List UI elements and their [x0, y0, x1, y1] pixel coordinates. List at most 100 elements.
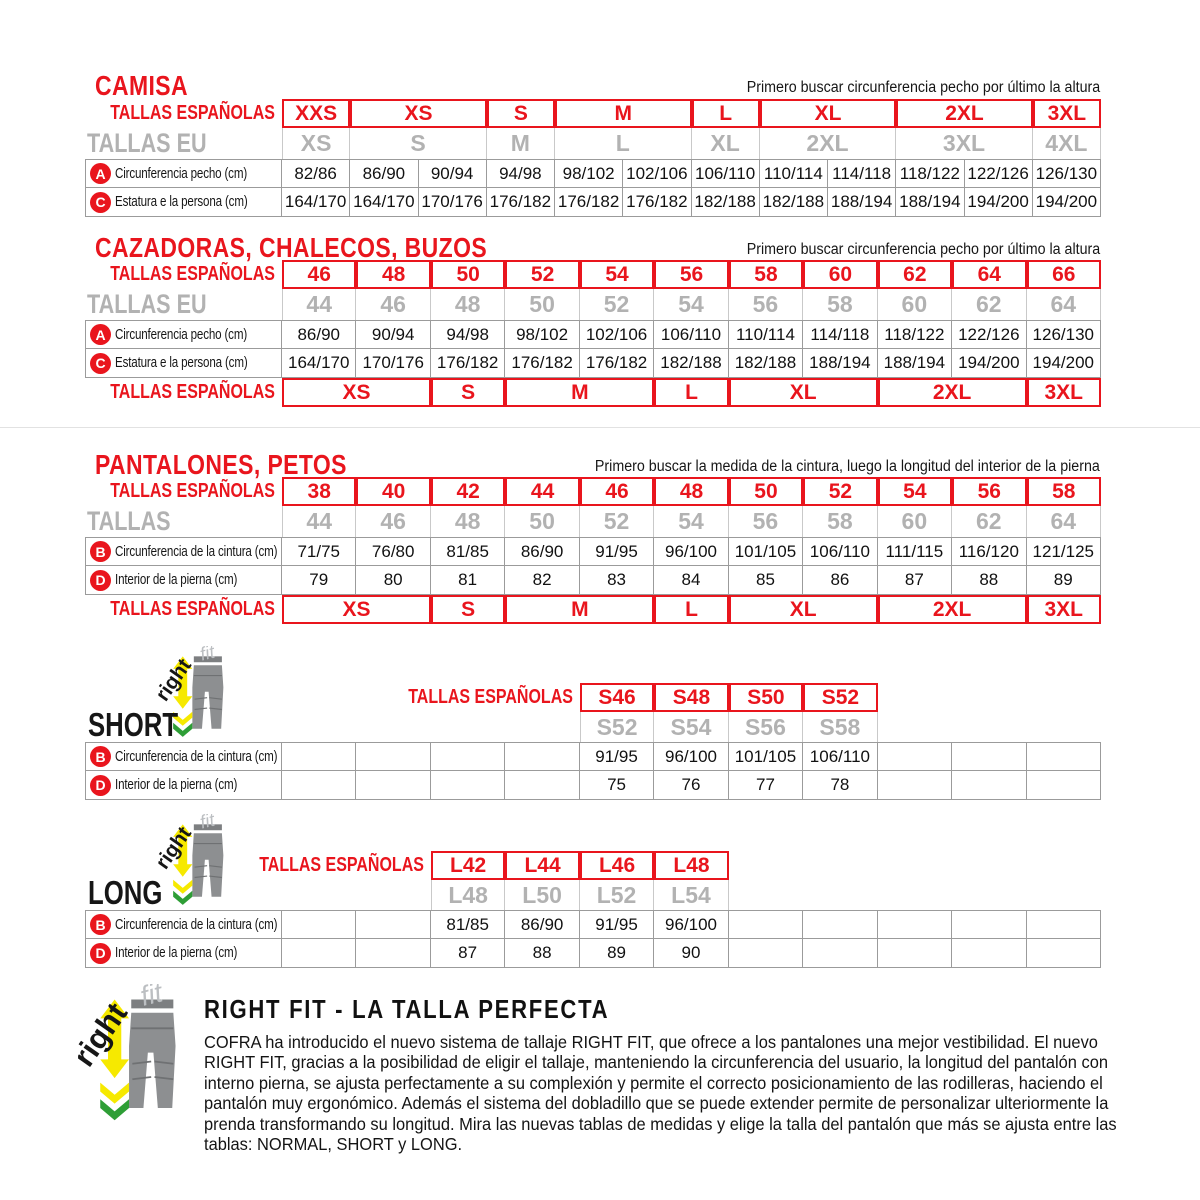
- value-cell: 110/114: [759, 159, 828, 188]
- size-cell: S58: [803, 712, 878, 742]
- size-cell: 54: [877, 477, 953, 506]
- tallas-label: TALLAS: [85, 506, 282, 537]
- value-cell: 90/94: [418, 159, 487, 188]
- value-cell: 96/100: [654, 910, 729, 939]
- tallas-espanolas-text: TALLAS ESPAÑOLAS: [110, 381, 275, 403]
- pantalones-title: PANTALONES, PETOS: [95, 449, 347, 480]
- value-cell: [728, 939, 804, 968]
- size-cell: 52: [803, 477, 878, 506]
- size-cell: XL: [728, 595, 878, 624]
- size-cell: 54: [579, 260, 655, 289]
- value-cell: 81/85: [430, 910, 506, 939]
- badge-c: C: [90, 191, 111, 213]
- size-cell: XS: [282, 595, 431, 624]
- row-label-height: C Estatura e la persona (cm): [85, 188, 282, 217]
- long-es-row: TALLAS ESPAÑOLAS L42 L44 L46 L48: [85, 851, 1101, 880]
- tallas-espanolas-text: TALLAS ESPAÑOLAS: [408, 686, 573, 708]
- long-row-b: B Circunferencia de la cintura (cm) 81/85…: [85, 910, 1101, 939]
- short-eu-row: S52 S54 S56 S58: [85, 712, 1101, 742]
- row-label-text: Circunferencia de la cintura (cm): [115, 916, 278, 933]
- size-cell: L: [654, 378, 729, 407]
- value-cell: 86/90: [350, 159, 419, 188]
- size-cell: 50: [505, 289, 580, 320]
- value-cell: 87: [430, 939, 506, 968]
- value-cell: 176/182: [430, 349, 506, 378]
- value-cell: 102/106: [623, 159, 692, 188]
- row-label-text: Circunferencia de la cintura (cm): [115, 748, 278, 765]
- value-cell: 96/100: [654, 537, 729, 566]
- value-cell: 98/102: [505, 320, 580, 349]
- size-cell: 2XL: [896, 99, 1033, 128]
- row-label-waist: B Circunferencia de la cintura (cm): [85, 742, 282, 771]
- value-cell: 118/122: [877, 320, 953, 349]
- value-cell: 78: [803, 771, 878, 800]
- value-cell: [803, 910, 878, 939]
- size-cell: 56: [952, 477, 1027, 506]
- row-spacer: [85, 712, 580, 742]
- value-cell: 102/106: [579, 320, 655, 349]
- row-label-chest: A Circunferencia pecho (cm): [85, 159, 282, 188]
- size-cell: 2XL: [877, 595, 1027, 624]
- size-cell: S: [430, 378, 506, 407]
- value-cell: 170/176: [418, 188, 487, 217]
- cazadoras-row-c: C Estatura e la persona (cm) 164/170 170/1…: [85, 349, 1101, 378]
- value-cell: 85: [728, 566, 804, 595]
- size-cell: XXS: [282, 99, 351, 128]
- row-label-inseam: D Interior de la pierna (cm): [85, 939, 282, 968]
- size-cell: L: [555, 128, 692, 159]
- tallas-espanolas-label: TALLAS ESPAÑOLAS: [85, 99, 282, 128]
- value-cell: 82/86: [282, 159, 351, 188]
- size-cell: 60: [878, 289, 953, 320]
- size-cell: M: [505, 378, 655, 407]
- size-cell: S56: [729, 712, 804, 742]
- size-cell: 48: [654, 477, 729, 506]
- value-cell: 106/110: [803, 742, 878, 771]
- long-eu-row: L48 L50 L52 L54: [85, 880, 1101, 910]
- short-table: TALLAS ESPAÑOLAS S46 S48 S50 S52 S52 S54 S56 S…: [85, 683, 1101, 800]
- row-label-text: Estatura e la persona (cm): [115, 194, 248, 210]
- size-cell: M: [487, 128, 555, 159]
- tallas-espanolas-label: TALLAS ESPAÑOLAS: [85, 595, 282, 624]
- tallas-espanolas-text: TALLAS ESPAÑOLAS: [110, 598, 275, 620]
- size-cell: 50: [505, 506, 580, 537]
- size-cell: S50: [728, 683, 804, 712]
- size-cell: 52: [505, 260, 580, 289]
- size-cell: L50: [505, 880, 580, 910]
- value-cell: [430, 771, 506, 800]
- size-cell: L46: [579, 851, 655, 880]
- camisa-table: TALLAS ESPAÑOLAS XXS XS S M L XL 2XL 3XL TALLAS…: [85, 99, 1101, 217]
- long-row-d: D Interior de la pierna (cm) 87 88 89 90: [85, 939, 1101, 968]
- camisa-note: Primero buscar circunferencia pecho por …: [746, 79, 1100, 96]
- camisa-row-c: C Estatura e la persona (cm) 164/170 164/1…: [85, 188, 1101, 217]
- value-cell: [877, 910, 953, 939]
- value-cell: [282, 939, 357, 968]
- value-cell: 86/90: [282, 320, 357, 349]
- tallas-espanolas-label: TALLAS ESPAÑOLAS: [85, 683, 580, 712]
- value-cell: 170/176: [356, 349, 431, 378]
- value-cell: [952, 939, 1027, 968]
- long-table: TALLAS ESPAÑOLAS L42 L44 L46 L48 L48 L50 L52 L…: [85, 851, 1101, 968]
- pantalones-row-b: B Circunferencia de la cintura (cm) 71/75…: [85, 537, 1101, 566]
- size-cell: S: [350, 128, 487, 159]
- value-cell: [356, 742, 431, 771]
- value-cell: 194/200: [1026, 349, 1101, 378]
- size-cell: S46: [579, 683, 655, 712]
- value-cell: 86: [803, 566, 878, 595]
- value-cell: 89: [1026, 566, 1101, 595]
- value-cell: 75: [579, 771, 655, 800]
- size-cell: XS: [282, 378, 431, 407]
- size-cell: 44: [282, 506, 357, 537]
- value-cell: 114/118: [828, 159, 897, 188]
- badge-d: D: [90, 942, 111, 964]
- size-cell: S54: [654, 712, 729, 742]
- size-cell: 48: [431, 289, 506, 320]
- value-cell: 121/125: [1026, 537, 1101, 566]
- size-cell: 44: [282, 289, 357, 320]
- value-cell: 81/85: [430, 537, 506, 566]
- tallas-text: TALLAS: [87, 506, 171, 536]
- value-cell: 194/200: [964, 188, 1033, 217]
- size-cell: 52: [580, 289, 655, 320]
- size-cell: M: [555, 99, 692, 128]
- value-cell: 88: [952, 566, 1027, 595]
- size-cell: L: [691, 99, 760, 128]
